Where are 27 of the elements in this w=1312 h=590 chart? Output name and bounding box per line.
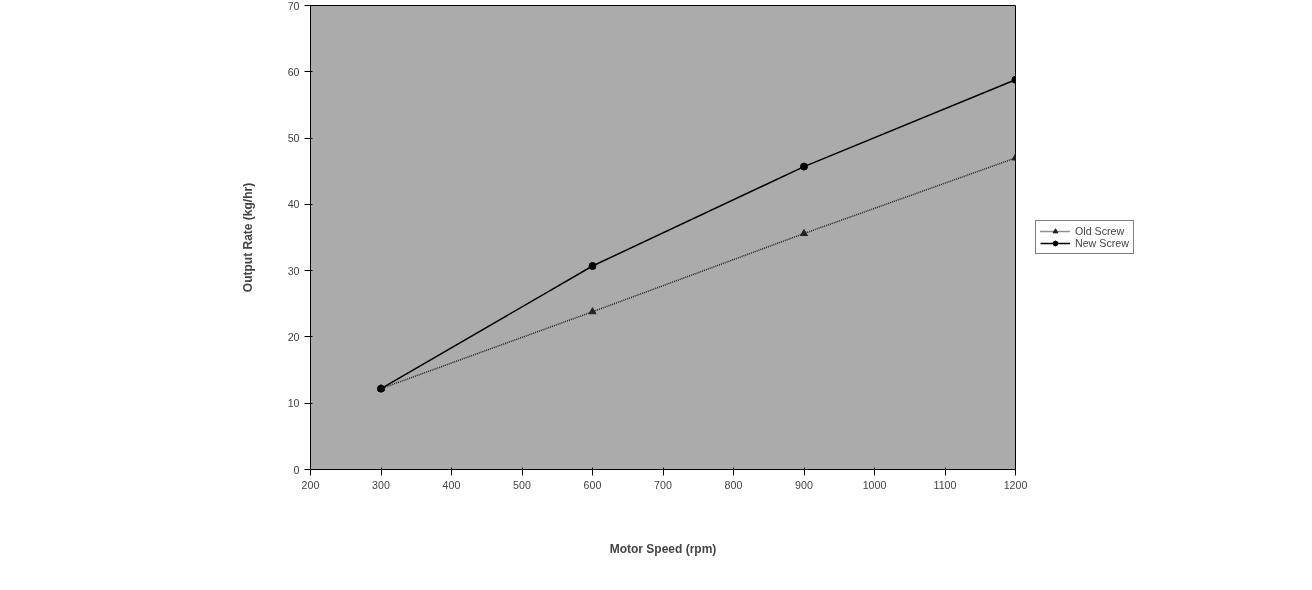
legend-label: Old Screw <box>1075 225 1125 237</box>
x-tick-label: 1200 <box>1003 478 1028 491</box>
y-tick-label: 70 <box>287 0 300 12</box>
point <box>588 262 597 270</box>
x-tick-label: 200 <box>301 478 320 491</box>
x-tick-label: 500 <box>513 478 531 491</box>
x-axis-title: Motor Speed (rpm) <box>609 541 717 556</box>
x-tick-label: 400 <box>442 478 461 491</box>
y-tick-label: 10 <box>287 397 300 410</box>
x-tick-label: 300 <box>372 478 390 491</box>
y-tick-label: 50 <box>287 132 300 145</box>
point <box>800 228 808 237</box>
y-axis-title: Output Rate (kg/hr) <box>240 182 255 293</box>
legend-label: New Screw <box>1075 237 1129 249</box>
x-tick-label: 900 <box>795 478 813 491</box>
x-tick-label: 1100 <box>933 478 957 491</box>
x-tick-label: 700 <box>654 478 672 491</box>
y-tick-label: 60 <box>287 65 300 78</box>
point <box>800 162 808 171</box>
x-tick-label: 600 <box>583 478 602 491</box>
y-tick-label: 0 <box>293 463 300 476</box>
y-tick-label: 20 <box>287 330 300 343</box>
point <box>588 307 597 315</box>
x-tick-label: 800 <box>724 478 743 491</box>
x-tick-label: 1000 <box>862 478 887 491</box>
y-tick-label: 30 <box>287 264 300 277</box>
y-tick-label: 40 <box>287 198 300 211</box>
